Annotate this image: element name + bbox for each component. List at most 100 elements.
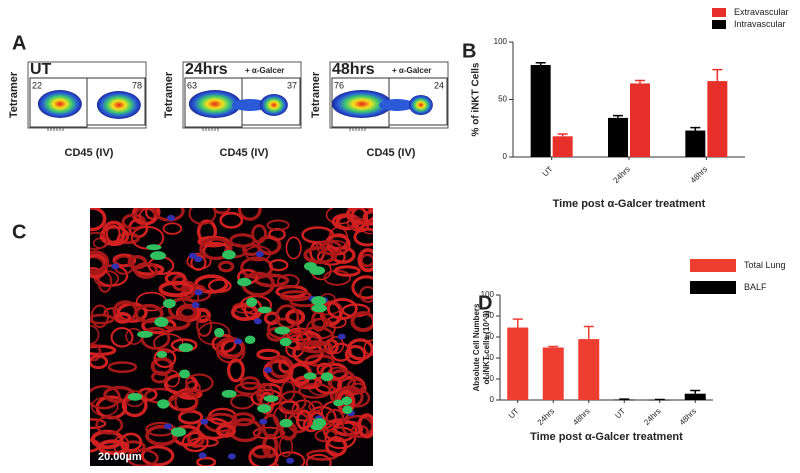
nucleus [337, 333, 346, 340]
panel-label: C [12, 221, 26, 243]
plot-label: 24hrs [185, 61, 228, 78]
inkt-cell [311, 295, 327, 306]
vessel [127, 255, 148, 270]
vessel [144, 208, 161, 220]
bar [707, 81, 728, 157]
vessel [215, 423, 237, 438]
inkt-cell [146, 244, 162, 251]
vessel [261, 413, 280, 439]
x-tick-label: UT [541, 164, 555, 178]
vessel [351, 275, 373, 300]
legend-swatch [712, 20, 726, 29]
population [37, 90, 82, 118]
nucleus [111, 263, 120, 270]
panel-label: D [478, 292, 492, 314]
vessel [363, 339, 373, 356]
vessel [263, 311, 280, 326]
vessel [215, 336, 246, 360]
micrograph-content [90, 208, 373, 466]
vessel [181, 280, 197, 299]
vessel [285, 236, 302, 260]
y-tick-label: 100 [481, 290, 495, 299]
vessel [219, 211, 244, 229]
inkt-cell [214, 327, 225, 338]
y-axis-label: % of iNKT Cells [471, 62, 482, 136]
vessel [177, 304, 198, 320]
x-axis-label: CD45 (IV) [367, 147, 416, 159]
inkt-cell [257, 404, 272, 413]
vessel [278, 390, 307, 413]
vessel [279, 290, 312, 302]
vessel [90, 231, 108, 251]
x-axis-label: CD45 (IV) [220, 147, 269, 159]
inkt-cell [303, 372, 317, 380]
vessel [90, 343, 102, 362]
vessel [294, 330, 323, 350]
vessel [359, 285, 373, 303]
inkt-cell [237, 277, 252, 287]
vessel [274, 451, 306, 466]
nucleus [194, 289, 203, 296]
nucleus [286, 457, 295, 464]
bar [608, 117, 628, 157]
error-bar [583, 325, 594, 340]
bar [542, 347, 564, 400]
x-tick-label: 24hrs [611, 165, 632, 186]
y-tick-label: 0 [490, 395, 495, 404]
vessel [268, 355, 293, 379]
error-bar [712, 68, 723, 82]
nucleus [163, 423, 172, 430]
vessel [97, 439, 129, 456]
inkt-cell [157, 399, 170, 409]
vessel [268, 259, 289, 272]
error-bar [635, 79, 645, 84]
vessel [95, 415, 124, 435]
legend-label: BALF [744, 282, 767, 292]
population-tail [379, 99, 415, 111]
nucleus [167, 214, 176, 221]
error-bar [535, 61, 546, 65]
x-axis-label: Time post α-Galcer treatment [553, 198, 706, 210]
inkt-cell [170, 427, 187, 437]
y-axis-label: of iNKT cells (10^3) [482, 310, 491, 384]
vessel [153, 348, 177, 369]
inkt-cell [162, 298, 176, 309]
population [188, 90, 241, 118]
inkt-cell [179, 369, 191, 379]
vessel [353, 227, 373, 247]
inkt-cell [333, 399, 344, 407]
vessel [186, 252, 212, 270]
inkt-cell [320, 372, 334, 382]
vessel [90, 313, 115, 325]
vessel [357, 413, 373, 439]
y-tick-label: 100 [494, 37, 508, 46]
nucleus [255, 251, 264, 258]
vessel [295, 409, 313, 431]
vessel [341, 414, 373, 438]
legend-swatch [690, 281, 736, 294]
inkt-cell [312, 417, 327, 428]
vessel [218, 260, 235, 273]
population [408, 95, 433, 115]
inkt-cell [274, 326, 291, 335]
vessel [362, 209, 373, 226]
bar [684, 393, 706, 400]
treatment-label: + α-Galcer [392, 66, 431, 75]
vessel [299, 340, 333, 354]
vessel [90, 208, 107, 232]
plot-label: 48hrs [332, 61, 375, 78]
legend-label: Total Lung [744, 260, 786, 270]
vessel [185, 373, 214, 393]
y-tick-label: 0 [503, 152, 508, 161]
gate-value: 24 [434, 80, 444, 90]
vessel [360, 253, 373, 268]
vessel [350, 311, 373, 333]
vessel [188, 437, 219, 448]
nucleus [259, 418, 268, 425]
bar [530, 65, 551, 157]
y-tick-label: 20 [485, 374, 494, 383]
vessel [181, 431, 209, 453]
vessel [90, 384, 121, 410]
inkt-cell [156, 351, 168, 358]
inkt-cell [263, 395, 279, 402]
